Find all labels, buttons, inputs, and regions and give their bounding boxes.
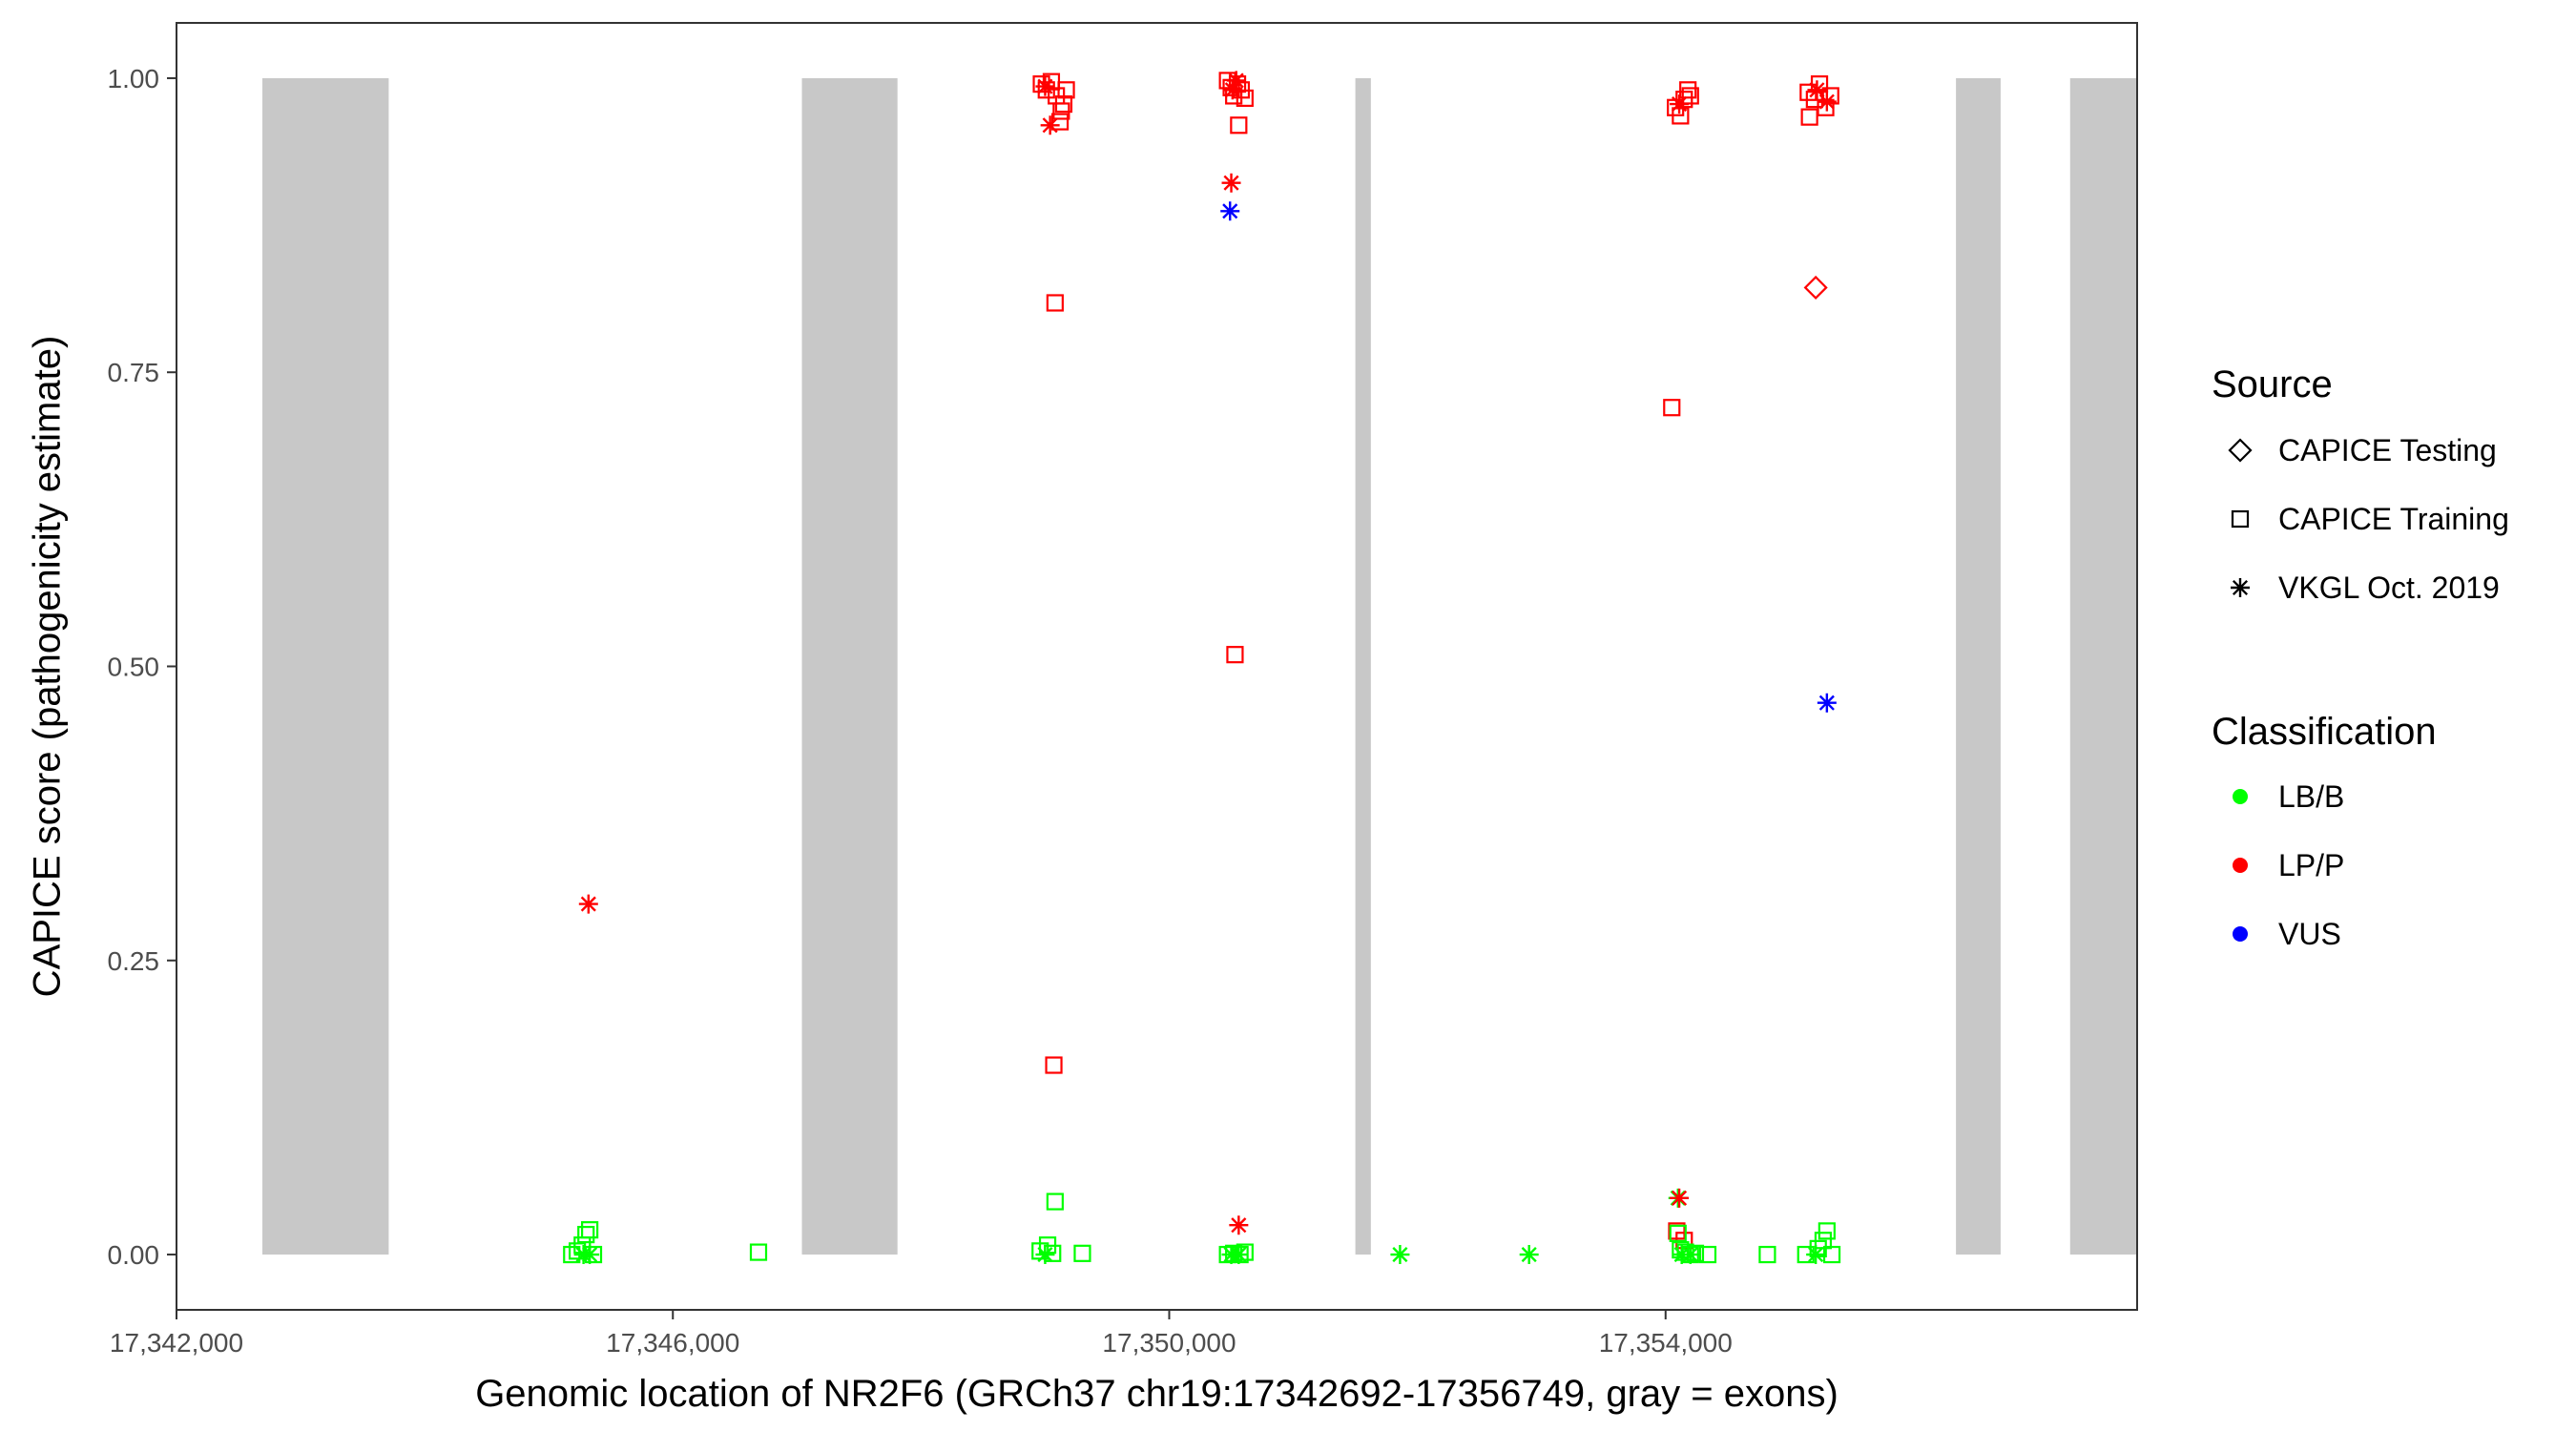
data-point [1698,1245,1717,1264]
data-point [1758,1245,1776,1264]
data-point [1519,1245,1539,1265]
y-tick-label: 0.50 [108,653,160,682]
legend-class-label: LP/P [2278,848,2344,882]
data-point [581,1221,599,1239]
plot-panel-border [176,22,2138,1311]
legend-class-label: VUS [2278,917,2341,951]
data-point [1818,1222,1836,1240]
legend-source-label: CAPICE Testing [2278,433,2497,467]
data-point [1229,1215,1249,1235]
data-point [1046,294,1064,312]
data-point [1226,71,1246,91]
x-tick-label: 17,354,000 [1599,1328,1733,1358]
data-point [1807,80,1827,100]
data-point [1035,76,1055,96]
data-point [1814,1232,1833,1250]
data-point [1672,107,1690,125]
data-point [580,1245,600,1265]
x-tick-label: 17,342,000 [110,1328,243,1358]
data-point [1663,399,1681,417]
legend-class-key [2233,926,2248,942]
data-point [1803,275,1828,301]
data-point [1040,115,1060,135]
data-point [1035,1245,1055,1265]
exon-band [801,77,898,1255]
legend-source-key [2231,578,2250,597]
exon-bands [262,77,2137,1255]
data-point [749,1243,768,1261]
legend-class-title: Classification [2212,711,2437,753]
exon-band [1956,77,2001,1255]
data-points [563,71,1841,1265]
data-point [1054,94,1073,114]
data-point [1057,81,1075,99]
data-point [1221,173,1241,193]
exon-band [262,77,389,1255]
data-point [1073,1244,1091,1262]
data-point [1817,92,1837,112]
data-point [1670,1188,1690,1208]
y-tick-label: 0.00 [108,1240,160,1270]
data-point [1817,693,1837,713]
data-point [1670,94,1690,114]
legend-source-label: VKGL Oct. 2019 [2278,570,2500,605]
data-point [578,894,598,914]
legend: Source CAPICE Testing CAPICE Training VKGL … [2212,363,2509,951]
legend-source-key [2228,438,2253,463]
data-point [1679,81,1697,99]
data-point [1046,1192,1064,1211]
y-axis-title: CAPICE score (pathogenicity estimate) [27,336,69,998]
data-point [1229,1245,1249,1265]
data-point [1390,1245,1410,1265]
legend-source-label: CAPICE Training [2278,502,2509,536]
data-point [1226,646,1244,664]
data-point [577,1225,595,1244]
x-tick-label: 17,350,000 [1102,1328,1236,1358]
data-point [1222,80,1242,100]
y-tick-label: 0.25 [108,946,160,976]
exon-band [2069,77,2137,1255]
data-point [1220,201,1240,221]
legend-class-key [2233,858,2248,873]
data-point [1236,89,1254,108]
axes: 17,342,000 17,346,000 17,350,000 17,354,000… [108,64,1733,1358]
legend-source-key [2231,509,2250,529]
legend-source-title: Source [2212,363,2333,405]
y-tick-label: 1.00 [108,64,160,93]
x-tick-label: 17,346,000 [606,1328,739,1358]
data-point [1045,1056,1063,1074]
data-point [1675,91,1693,109]
exon-band [1355,77,1371,1255]
x-axis-title: Genomic location of NR2F6 (GRCh37 chr19:… [475,1373,1839,1415]
data-point [1681,87,1699,105]
y-tick-label: 0.75 [108,358,160,387]
legend-class-label: LB/B [2278,779,2344,814]
legend-class-key [2233,789,2248,804]
data-point [1800,108,1818,126]
data-point [1806,1245,1826,1265]
data-point [1669,1224,1687,1242]
data-point [1230,116,1248,135]
data-point [1680,1245,1700,1265]
